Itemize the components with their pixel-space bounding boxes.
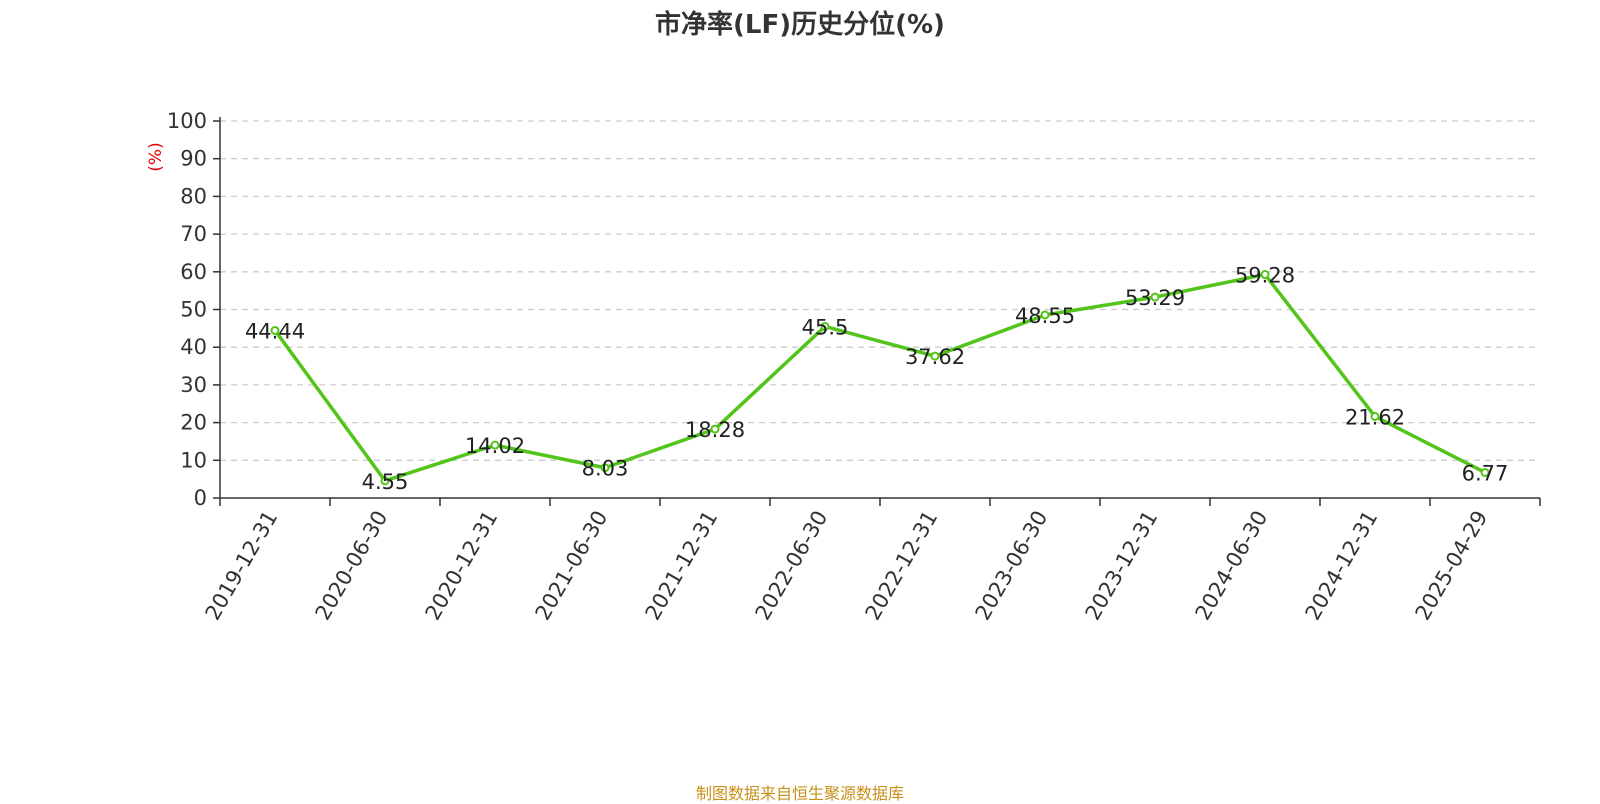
data-labels: 44.44 4.55 14.02 8.03 18.28 45.5 37.62 48.55 53.… [245,264,1508,494]
x-tick-label: 2025-04-29 [1411,507,1493,625]
data-label: 18.28 [685,418,745,442]
data-point [1040,310,1050,320]
y-tick-label: 60 [180,260,207,284]
data-point [600,463,610,473]
y-tick-label: 70 [180,222,207,246]
y-tick-label: 40 [180,335,207,359]
data-point [1150,292,1160,302]
data-point [930,351,940,361]
y-tick-label: 20 [180,411,207,435]
source-note: 制图数据来自恒生聚源数据库 [695,784,904,803]
data-label: 44.44 [245,319,305,343]
x-tick-label: 2022-06-30 [751,507,833,625]
gridlines [220,120,1540,461]
data-label: 4.55 [362,470,409,494]
data-point [710,424,720,434]
chart-title: 市净率(LF)历史分位(%) [655,10,945,40]
data-label: 48.55 [1015,304,1075,328]
x-tick-label: 2024-06-30 [1191,507,1273,625]
y-tick-label: 50 [180,298,207,322]
y-tick-label: 100 [167,109,207,133]
data-point [380,476,390,486]
y-tick-label: 10 [180,448,207,472]
series-line [273,272,1486,483]
y-tick-label: 80 [180,184,207,208]
data-label: 14.02 [465,434,525,458]
data-label: 6.77 [1462,461,1509,485]
x-tick-label: 2021-06-30 [531,507,613,625]
data-point [820,321,830,331]
data-label: 8.03 [582,457,629,481]
series [270,270,1490,486]
data-point [1480,467,1490,477]
x-tick-label: 2024-12-31 [1301,507,1383,625]
data-label: 21.62 [1345,405,1405,429]
y-tick-label: 0 [194,486,207,510]
data-point [1370,411,1380,421]
y-tick-label: 30 [180,373,207,397]
axes: 0 10 20 30 40 50 60 70 80 90 100 2019-12-31 2020-06-… [167,109,1541,625]
data-point [490,440,500,450]
data-label: 53.29 [1125,286,1185,310]
x-tick-label: 2023-06-30 [971,507,1053,625]
data-point [270,325,280,335]
x-tick-label: 2021-12-31 [641,507,723,625]
x-tick-label: 2020-06-30 [311,507,393,625]
data-point [1260,270,1270,280]
data-label: 45.5 [802,315,849,339]
x-tick-label: 2019-12-31 [201,507,283,625]
x-tick-label: 2023-12-31 [1081,507,1163,625]
y-tick-label: 90 [180,147,207,171]
data-label: 59.28 [1235,264,1295,288]
data-label: 37.62 [905,345,965,369]
x-tick-label: 2022-12-31 [861,507,943,625]
y-axis-label: (%) [146,142,166,171]
x-tick-label: 2020-12-31 [421,507,503,625]
